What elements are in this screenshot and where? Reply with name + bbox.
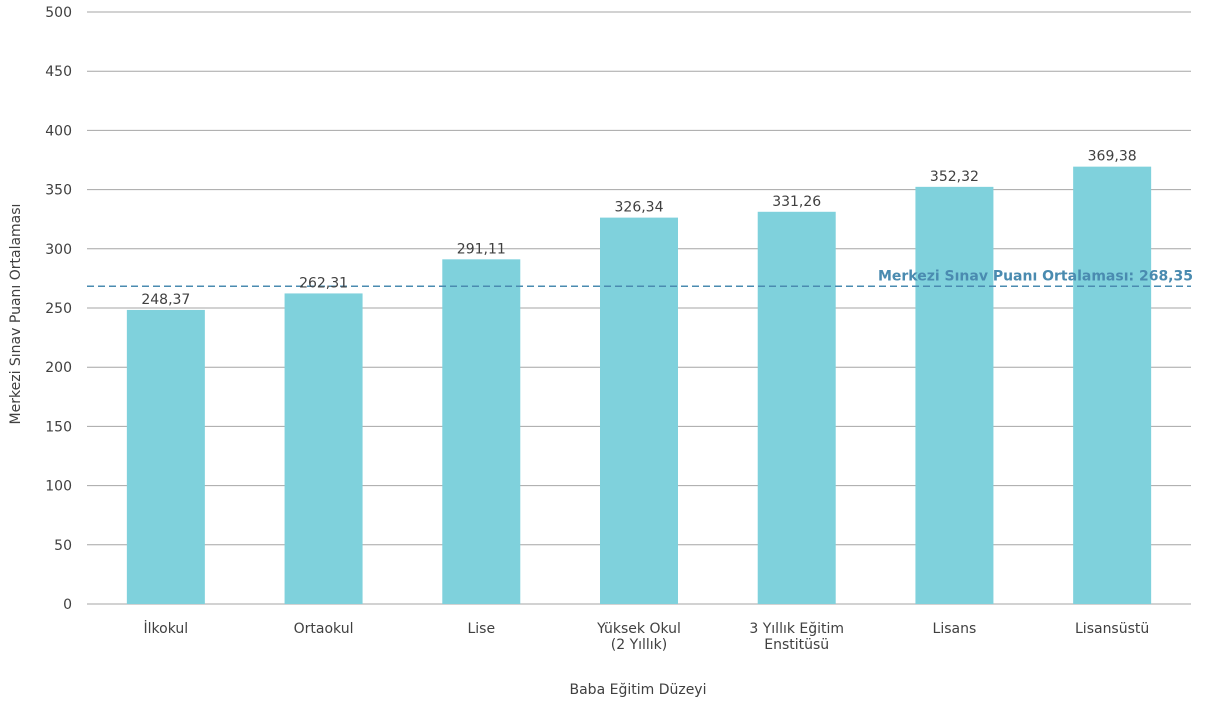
y-tick-label: 450 (45, 64, 72, 80)
data-label: 326,34 (615, 200, 664, 216)
y-axis-title: Merkezi Sınav Puanı Ortalaması (8, 204, 24, 425)
y-tick-label: 50 (54, 538, 72, 554)
y-tick-label: 150 (45, 419, 72, 435)
x-tick-label: İlkokul (144, 619, 189, 637)
bar (442, 259, 521, 604)
reference-line-label: Merkezi Sınav Puanı Ortalaması: 268,35 (878, 268, 1193, 284)
data-label: 369,38 (1088, 149, 1137, 165)
x-axis-title: Baba Eğitim Düzeyi (570, 682, 707, 698)
x-tick-label: Lisansüstü (1075, 621, 1149, 637)
bar (600, 217, 678, 604)
y-tick-label: 0 (63, 597, 72, 613)
bar (126, 309, 205, 604)
reference-line-group: Merkezi Sınav Puanı Ortalaması: 268,35 (87, 268, 1193, 288)
y-tick-label: 300 (45, 242, 72, 258)
y-tick-label: 350 (45, 183, 72, 199)
data-label: 352,32 (930, 169, 979, 185)
data-labels: 248,37 262,31 291,11 326,34 331,26 352,32 369,… (141, 149, 1136, 308)
data-label: 262,31 (299, 275, 348, 291)
y-tick-label: 400 (45, 123, 72, 139)
y-tick-label: 100 (45, 479, 72, 495)
x-tick-label: Ortaokul (294, 621, 354, 637)
x-tick-label: Yüksek Okul (2 Yıllık) (596, 621, 681, 653)
bar (757, 211, 836, 605)
y-tick-label: 500 (45, 5, 72, 21)
bar (915, 186, 994, 604)
y-tick-label: 250 (45, 301, 72, 317)
x-tick-label: Lise (467, 621, 495, 637)
bar (1073, 166, 1152, 604)
data-label: 291,11 (457, 241, 506, 257)
data-label: 331,26 (772, 194, 821, 210)
bars (126, 166, 1152, 605)
data-label: 248,37 (141, 292, 190, 308)
x-tick-label: Lisans (933, 621, 977, 637)
x-axis-categories: İlkokul Ortaokul Lise Yüksek Okul (2 Yıllık)… (144, 619, 1150, 653)
y-axis-ticks: 0 50 100 150 200 250 300 350 400 450 500 (45, 5, 72, 613)
bar (284, 293, 363, 604)
x-tick-label: 3 Yıllık Eğitim Enstitüsü (749, 621, 844, 653)
y-tick-label: 200 (45, 360, 72, 376)
